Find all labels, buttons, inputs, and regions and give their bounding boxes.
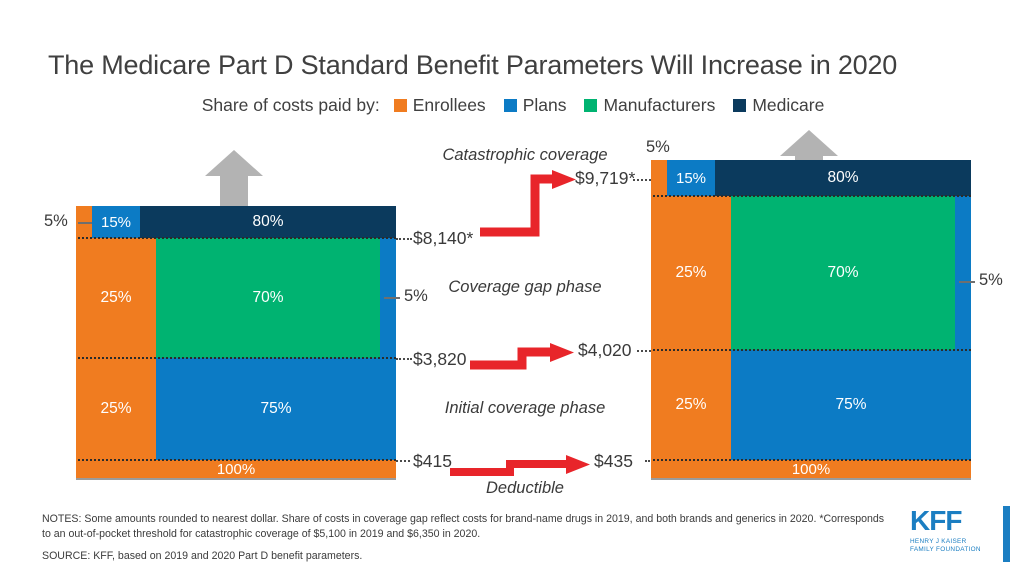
band-coverage-gap-2020: 25% 70% (651, 196, 971, 350)
increase-arrow-deductible-icon (450, 455, 590, 476)
legend-label-medicare: Medicare (752, 94, 825, 115)
threshold-label-catastrophic-2020: $9,719* (575, 168, 636, 188)
band-catastrophic-2020: 15% 80% (651, 160, 971, 196)
legend-lead-label: Share of costs paid by: (201, 94, 380, 115)
segment-label: 15% (100, 213, 132, 231)
growth-arrow-up-icon-2020 (780, 130, 838, 186)
source-text: SOURCE: KFF, based on 2019 and 2020 Part… (42, 550, 363, 562)
legend-swatch-icon-medicare (733, 98, 747, 112)
legend-item-medicare[interactable]: Medicare (733, 95, 824, 116)
boundary-dots-initial-2020 (653, 349, 971, 351)
segment-enrollees-initial-2019: 25% (76, 358, 156, 460)
label-enrollees-catastrophic-pct-2020: 5% (646, 138, 670, 156)
kff-logo-bar-icon (1003, 506, 1010, 562)
boundary-dots-catastrophic-2020 (653, 195, 971, 197)
legend: Share of costs paid by: Enrollees Plans … (48, 92, 978, 118)
segment-label: 25% (100, 289, 132, 306)
band-catastrophic-2019: 15% 80% (76, 206, 396, 238)
label-plans-coverage-gap-pct-2020: 5% (979, 271, 1003, 289)
threshold-leader-deductible-2020 (645, 460, 653, 462)
notes-text: NOTES: Some amounts rounded to nearest d… (42, 513, 885, 540)
legend-swatch-icon-manufacturers (584, 98, 598, 112)
boundary-dots-catastrophic-2019 (78, 237, 396, 239)
boundary-dots-initial-2019 (78, 357, 396, 359)
segment-enrollees-catastrophic-2020 (651, 160, 667, 196)
legend-item-manufacturers[interactable]: Manufacturers (584, 95, 715, 116)
segment-manufacturers-coverage-gap-2019: 70% (156, 238, 380, 358)
segment-label: 80% (827, 169, 859, 186)
segment-plans-coverage-gap-2020 (955, 196, 971, 350)
threshold-leader-initial-2019 (396, 358, 412, 360)
segment-enrollees-deductible-2019: 100% (76, 460, 396, 478)
segment-label: 75% (835, 396, 867, 413)
band-initial-coverage-2020: 25% 75% (651, 350, 971, 460)
phase-label-initial-coverage: Initial coverage phase (444, 399, 606, 417)
segment-plans-initial-2020: 75% (731, 350, 971, 460)
segment-label: 100% (791, 460, 831, 478)
band-coverage-gap-2019: 25% 70% (76, 238, 396, 358)
segment-label: 25% (675, 264, 707, 281)
segment-label: 70% (827, 264, 859, 281)
legend-item-plans[interactable]: Plans (503, 94, 567, 116)
kff-logo-line2: FAMILY FOUNDATION (910, 546, 981, 553)
segment-enrollees-coverage-gap-2019: 25% (76, 238, 156, 358)
band-initial-coverage-2019: 25% 75% (76, 358, 396, 460)
segment-label: 70% (252, 289, 284, 306)
segment-label: 80% (252, 213, 284, 230)
threshold-label-initial-2019: $3,820 (413, 349, 467, 369)
segment-medicare-catastrophic-2019: 80% (140, 206, 396, 238)
label-enrollees-catastrophic-pct-2019: 5% (44, 212, 68, 230)
legend-label-enrollees: Enrollees (412, 94, 486, 115)
boundary-dots-deductible-2020 (653, 459, 971, 461)
band-deductible-2020: 100% (651, 460, 971, 478)
threshold-label-deductible-2020: $435 (594, 451, 633, 471)
increase-arrow-initial-icon (470, 343, 574, 370)
segment-manufacturers-coverage-gap-2020: 70% (731, 196, 955, 350)
kff-logo-line1: HENRY J KAISER (910, 538, 967, 545)
segment-enrollees-coverage-gap-2020: 25% (651, 196, 731, 350)
leader-line-gap-pct-2019 (384, 297, 400, 299)
panel-2020: 5% 15% 80% 25% 70% 5% (646, 130, 1003, 480)
segment-enrollees-initial-2020: 25% (651, 350, 731, 460)
segment-plans-catastrophic-2019: 15% (92, 206, 140, 238)
phase-label-deductible: Deductible (486, 479, 564, 497)
legend-label-plans: Plans (522, 94, 567, 115)
segment-plans-initial-2019: 75% (156, 358, 396, 460)
panel-2019: 15% 80% 5% 25% 70% 5% 25% (0, 0, 428, 500)
leader-line-catastrophic-pct-2019 (78, 222, 92, 224)
segment-label: 25% (100, 400, 132, 417)
increase-arrow-catastrophic-icon (480, 170, 576, 237)
page-title: The Medicare Part D Standard Benefit Par… (48, 50, 898, 80)
threshold-leader-catastrophic-2019 (396, 238, 412, 240)
band-deductible-2019: 100% (76, 460, 396, 478)
segment-label: 25% (675, 396, 707, 413)
label-plans-coverage-gap-pct-2019: 5% (404, 287, 428, 305)
kff-logo-mark: KFF (910, 505, 962, 536)
threshold-label-initial-2020: $4,020 (578, 340, 632, 360)
baseline-2019 (76, 478, 396, 480)
kff-logo[interactable]: KFF HENRY J KAISER FAMILY FOUNDATION (910, 505, 1010, 568)
threshold-leader-catastrophic-2020 (633, 179, 651, 181)
legend-label-manufacturers: Manufacturers (603, 94, 716, 115)
legend-swatch-icon-enrollees (393, 98, 407, 112)
segment-medicare-catastrophic-2020: 80% (715, 160, 971, 196)
phase-label-catastrophic: Catastrophic coverage (442, 146, 608, 164)
threshold-label-deductible-2019: $415 (413, 451, 452, 471)
growth-arrow-up-icon-2019 (205, 150, 263, 206)
segment-label: 15% (675, 169, 707, 187)
baseline-2020 (651, 478, 971, 480)
leader-line-gap-pct-2020 (959, 281, 975, 283)
segment-label: 100% (216, 460, 256, 478)
segment-plans-catastrophic-2020: 15% (667, 160, 715, 196)
threshold-label-catastrophic-2019: $8,140* (413, 228, 474, 248)
phase-label-coverage-gap: Coverage gap phase (448, 278, 602, 296)
legend-swatch-icon-plans (503, 98, 517, 112)
legend-item-enrollees[interactable]: Enrollees (393, 94, 486, 116)
segment-enrollees-deductible-2020: 100% (651, 460, 971, 478)
threshold-leader-initial-2020 (637, 350, 651, 352)
segment-label: 75% (260, 400, 292, 417)
boundary-dots-deductible-2019 (78, 459, 396, 461)
threshold-leader-deductible-2019 (396, 460, 410, 462)
